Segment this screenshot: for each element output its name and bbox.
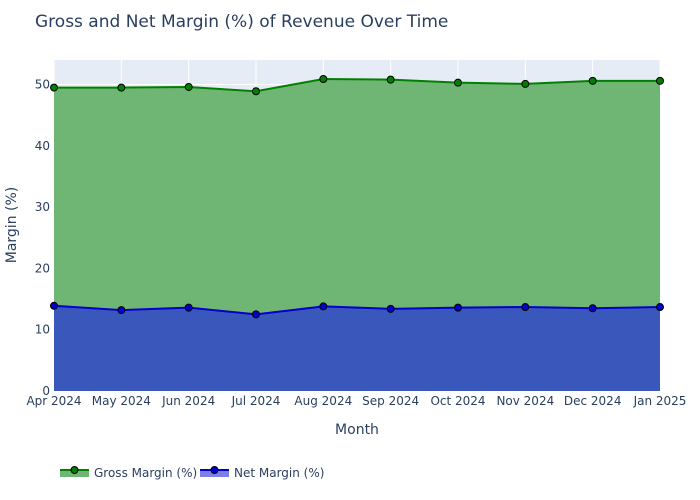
- gross-margin-point[interactable]: [386, 75, 395, 84]
- net-margin-point[interactable]: [656, 303, 664, 312]
- net-margin-point[interactable]: [454, 303, 462, 312]
- gross-margin-line: [54, 78, 660, 93]
- gross-margin-point[interactable]: [117, 83, 126, 92]
- x-tick-label: Sep 2024: [362, 394, 419, 408]
- area-fills: [54, 79, 660, 391]
- x-axis-ticks: Apr 2024 May 2024 Jun 2024 Jul 2024 Aug 2024…: [26, 394, 686, 408]
- y-axis-title: Margin (%): [4, 187, 20, 264]
- series-markers: [50, 75, 664, 319]
- gross-margin-point[interactable]: [656, 76, 664, 85]
- gross-margin-point[interactable]: [184, 82, 193, 91]
- gross-margin-point[interactable]: [588, 76, 597, 85]
- legend-label: Net Margin (%): [234, 466, 324, 480]
- legend-marker: [210, 466, 219, 474]
- x-tick-label: Nov 2024: [496, 394, 554, 408]
- x-tick-label: Oct 2024: [430, 394, 485, 408]
- y-tick-label: 20: [35, 261, 50, 275]
- net-margin-point[interactable]: [319, 302, 328, 311]
- net-margin-point[interactable]: [588, 304, 597, 313]
- y-tick-label: 50: [35, 78, 50, 92]
- series-lines: [53, 78, 661, 316]
- gross-margin-point[interactable]: [319, 75, 328, 84]
- gross-margin-point[interactable]: [521, 79, 530, 88]
- legend-item-net-margin[interactable]: Net Margin (%): [200, 466, 324, 480]
- x-tick-label: Dec 2024: [564, 394, 622, 408]
- net-margin-line: [53, 304, 661, 316]
- legend[interactable]: Gross Margin (%) Net Margin (%): [60, 466, 324, 480]
- gross-margin-point[interactable]: [50, 83, 58, 92]
- x-tick-label: Apr 2024: [26, 394, 81, 408]
- y-tick-label: 40: [35, 139, 50, 153]
- y-tick-label: 30: [35, 200, 50, 214]
- net-margin-area: [54, 305, 660, 391]
- net-margin-point[interactable]: [386, 304, 395, 313]
- y-axis-ticks: 0 10 20 30 40 50: [35, 78, 50, 398]
- net-margin-point[interactable]: [252, 310, 260, 319]
- net-margin-point[interactable]: [117, 306, 126, 315]
- net-margin-point[interactable]: [184, 303, 193, 312]
- x-tick-label: May 2024: [92, 394, 151, 408]
- net-margin-point[interactable]: [521, 303, 530, 312]
- y-tick-label: 10: [35, 323, 50, 337]
- x-tick-label: Aug 2024: [294, 394, 352, 408]
- gross-margin-point[interactable]: [454, 78, 462, 87]
- legend-label: Gross Margin (%): [94, 466, 197, 480]
- x-axis-title: Month: [335, 422, 379, 438]
- x-tick-label: Jan 2025: [633, 394, 687, 408]
- net-margin-point[interactable]: [50, 301, 58, 310]
- legend-marker: [70, 466, 79, 474]
- legend-item-gross-margin[interactable]: Gross Margin (%): [60, 466, 197, 480]
- gross-margin-point[interactable]: [252, 87, 260, 96]
- x-tick-label: Jul 2024: [231, 394, 281, 408]
- x-tick-label: Jun 2024: [161, 394, 215, 408]
- chart-title: Gross and Net Margin (%) of Revenue Over…: [35, 12, 449, 32]
- y-tick-label: 0: [42, 384, 50, 398]
